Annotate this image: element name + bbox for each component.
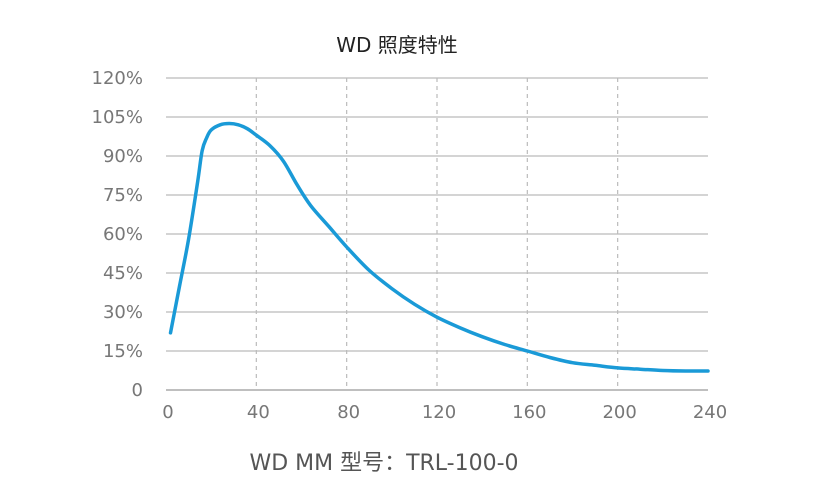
y-tick-label: 105% (92, 107, 143, 128)
y-tick-label: 90% (103, 146, 143, 167)
y-tick-label: 30% (103, 302, 143, 323)
x-tick-label: 240 (693, 402, 727, 423)
x-tick-label: 120 (422, 402, 456, 423)
y-tick-label: 75% (103, 185, 143, 206)
x-tick-label: 200 (602, 402, 636, 423)
y-tick-labels: 0 15% 30% 45% 60% 75% 90% 105% 120% (92, 68, 143, 401)
x-tick-label: 80 (337, 402, 360, 423)
y-tick-label: 60% (103, 224, 143, 245)
model-label: WD MM 型号：TRL-100-0 (249, 451, 518, 476)
grid (166, 77, 708, 391)
y-tick-label: 0 (132, 380, 143, 401)
y-tick-label: 120% (92, 68, 143, 89)
y-tick-label: 15% (103, 341, 143, 362)
x-tick-label: 40 (247, 402, 270, 423)
x-tick-label: 160 (512, 402, 546, 423)
x-tick-labels: 0 40 80 120 160 200 240 (162, 402, 727, 423)
chart-title: WD 照度特性 (336, 33, 458, 57)
y-tick-label: 45% (103, 263, 143, 284)
illuminance-curve (168, 121, 710, 373)
x-tick-label: 0 (162, 402, 173, 423)
